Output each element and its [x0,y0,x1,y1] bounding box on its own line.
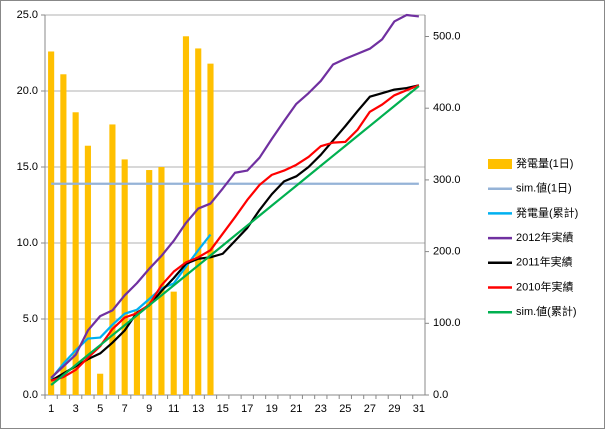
y2-tick-label: 300.0 [433,174,461,186]
bar [170,291,177,395]
line [50,84,420,382]
x-tick-label: 23 [315,403,327,415]
bar [146,170,153,395]
x-tick-label: 27 [364,403,376,415]
bar [158,167,165,395]
x-tick-label: 5 [97,403,103,415]
x-tick-label: 3 [73,403,79,415]
legend-swatch [488,159,512,169]
line [50,13,419,379]
x-tick-label: 15 [217,403,229,415]
y2-tick-label: 400.0 [433,102,461,114]
x-tick-label: 19 [266,403,278,415]
bar [48,51,55,395]
legend-label: 2012年実績 [516,230,573,244]
bar [84,145,91,395]
legend-label: 2010年実績 [516,279,573,293]
bar [182,36,190,395]
line [50,84,420,382]
bar [207,63,214,395]
x-tick-label: 11 [168,403,179,415]
x-tick-label: 31 [413,403,425,415]
y-tick-label: 5.0 [23,313,38,325]
y-tick-label: 15.0 [17,161,38,173]
line [50,85,420,386]
y2-tick-label: 100.0 [433,317,461,329]
x-tick-label: 29 [388,403,400,415]
y2-tick-label: 200.0 [433,246,461,258]
legend-label: 発電量(1日) [516,156,573,170]
y2-tick-label: 500.0 [433,30,461,42]
bar [97,373,104,395]
x-tick-label: 17 [241,403,253,415]
y-tick-label: 20.0 [17,85,38,97]
legend-label: 発電量(累計) [516,205,578,219]
bar [121,159,128,395]
y-tick-label: 25.0 [17,9,38,21]
bar [133,311,140,395]
x-tick-label: 13 [192,403,204,415]
legend-label: sim.値(1日) [516,182,572,195]
bar [60,74,67,395]
bar [195,48,202,395]
x-tick-label: 7 [122,403,128,415]
bar [109,124,116,395]
x-tick-label: 21 [290,403,302,415]
y-tick-label: 0.0 [23,389,38,401]
x-tick-label: 9 [146,403,152,415]
x-tick-label: 25 [339,403,351,415]
y-tick-label: 10.0 [17,237,38,249]
legend-label: 2011年実績 [516,255,573,269]
x-tick-label: 1 [48,403,54,415]
bar [72,112,79,395]
y2-tick-label: 0.0 [433,389,448,401]
legend-label: sim.値(累計) [516,304,577,318]
